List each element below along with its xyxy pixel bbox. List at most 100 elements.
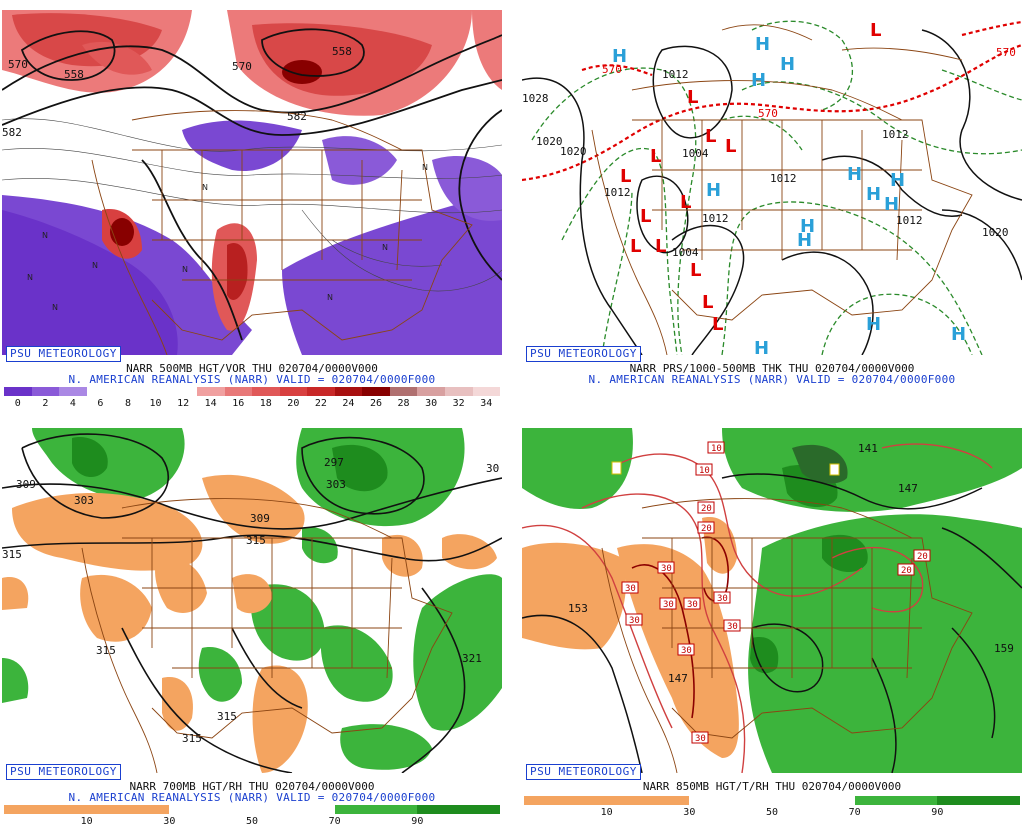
colorbar <box>4 805 501 814</box>
colorbar-segment <box>307 387 335 396</box>
high-pressure-center: H <box>951 324 966 345</box>
contour-label: 582 <box>287 110 307 123</box>
svg-text:N: N <box>42 231 48 240</box>
temp-label-box: 30 <box>659 597 677 610</box>
colorbar-segment <box>772 796 855 805</box>
panel-700mb-rh: 309 303 297 303 309 315 315 315 315 321 … <box>2 428 502 828</box>
temp-rh-850mb-map: 10 10 20 30 30 30 30 30 30 30 30 30 20 2… <box>522 428 1022 773</box>
high-pressure-center: H <box>800 216 815 237</box>
thickness-label: 570 <box>758 107 778 120</box>
contour-label: 159 <box>994 642 1014 655</box>
isobar-label: 1004 <box>682 147 709 160</box>
pressure-thickness-map: L L L L L L L L L L L L L H H H H H H H … <box>522 10 1022 355</box>
svg-text:N: N <box>382 243 388 252</box>
svg-text:N: N <box>92 261 98 270</box>
temp-label-box: 30 <box>625 613 643 626</box>
temp-label-box: 20 <box>697 501 715 514</box>
colorbar-tick-label: 70 <box>848 807 861 818</box>
contour-label: 315 <box>96 644 116 657</box>
high-pressure-center: H <box>706 180 721 201</box>
colorbar-segment <box>114 387 142 396</box>
high-pressure-center: H <box>884 194 899 215</box>
panel-850mb-temp-rh: 10 10 20 30 30 30 30 30 30 30 30 30 20 2… <box>522 428 1022 828</box>
svg-text:N: N <box>327 293 333 302</box>
svg-text:20: 20 <box>701 504 712 514</box>
temp-label-box: 30 <box>621 581 639 594</box>
low-pressure-center: L <box>620 166 631 187</box>
colorbar <box>4 387 501 396</box>
rh-700mb-map: 309 303 297 303 309 315 315 315 315 321 … <box>2 428 502 773</box>
svg-text:30: 30 <box>687 600 698 610</box>
low-pressure-center: L <box>630 236 641 257</box>
contour-label: 303 <box>326 478 346 491</box>
colorbar-tick-label: 22 <box>314 398 327 409</box>
colorbar-segment <box>31 387 60 396</box>
contour-label: 558 <box>64 68 84 81</box>
temp-label-box: 30 <box>713 591 731 604</box>
svg-text:30: 30 <box>629 616 640 626</box>
svg-text:10: 10 <box>711 444 722 454</box>
temp-label-box: 30 <box>657 561 675 574</box>
svg-text:20: 20 <box>917 552 928 562</box>
caption-product: NARR 850MB HGT/T/RH THU 020704/0000V000 <box>642 780 902 793</box>
temp-label-box: 20 <box>913 549 931 562</box>
temp-label-box: 30 <box>683 597 701 610</box>
contour-label: 321 <box>462 652 482 665</box>
low-pressure-center: L <box>712 314 723 335</box>
colorbar-segment <box>4 387 32 396</box>
contour-label: 297 <box>324 456 344 469</box>
colorbar-tick-label: 12 <box>177 398 190 409</box>
contour-label: 315 <box>2 548 22 561</box>
svg-text:30: 30 <box>663 600 674 610</box>
colorbar <box>524 796 1021 805</box>
colorbar-ticks: 0 2 4 6 8 10 12 14 16 18 20 22 24 26 28 30 32 34 <box>4 398 500 409</box>
panel-500mb-vorticity: 570 558 570 558 582 582 N N N N N N N N N PSU … <box>2 10 502 410</box>
contour-label: 303 <box>74 494 94 507</box>
colorbar-segment <box>854 796 938 805</box>
colorbar-tick-label: 8 <box>124 398 132 409</box>
isobar-label: 1012 <box>662 68 689 81</box>
high-pressure-center: H <box>751 70 766 91</box>
low-pressure-center: L <box>655 236 666 257</box>
colorbar-tick-label: 30 <box>163 816 176 827</box>
colorbar-tick-label: 24 <box>342 398 355 409</box>
isobar-label: 1004 <box>672 246 699 259</box>
colorbar-tick-label: 34 <box>480 398 493 409</box>
colorbar-segment <box>59 387 87 396</box>
caption-product: NARR PRS/1000-500MB THK THU 020704/0000V… <box>629 362 915 375</box>
psu-meteorology-badge: PSU METEOROLOGY <box>6 346 121 362</box>
high-pressure-center: H <box>866 184 881 205</box>
colorbar-segment <box>417 805 501 814</box>
contour-label: 315 <box>217 710 237 723</box>
colorbar-segment <box>689 796 773 805</box>
colorbar-ticks: 10 30 50 70 90 <box>524 807 1020 818</box>
colorbar-tick-label: 10 <box>80 816 93 827</box>
contour-label: 147 <box>898 482 918 495</box>
svg-text:30: 30 <box>695 734 706 744</box>
low-pressure-center: L <box>725 136 736 157</box>
colorbar-segment <box>334 387 363 396</box>
colorbar-tick-label: 18 <box>259 398 272 409</box>
caption-valid-time: N. AMERICAN REANALYSIS (NARR) VALID = 02… <box>68 373 436 386</box>
colorbar-ticks: 10 30 50 70 90 <box>4 816 500 827</box>
colorbar-segment <box>937 796 1021 805</box>
colorbar-tick-label: 4 <box>69 398 76 409</box>
contour-label: 570 <box>8 58 28 71</box>
colorbar-tick-label: 50 <box>245 816 259 827</box>
svg-text:30: 30 <box>681 646 692 656</box>
colorbar-segment <box>224 387 253 396</box>
contour-label: 153 <box>568 602 588 615</box>
svg-text:N: N <box>422 163 428 172</box>
svg-text:10: 10 <box>699 466 710 476</box>
colorbar-tick-label: 10 <box>149 398 162 409</box>
contour-label: 141 <box>858 442 878 455</box>
contour-label: 315 <box>182 732 202 745</box>
temp-label-box: 30 <box>691 731 709 744</box>
isobar-label: 1012 <box>882 128 909 141</box>
temp-label-box: 10 <box>695 463 713 476</box>
colorbar-segment <box>4 805 87 814</box>
high-pressure-center: H <box>847 164 862 185</box>
colorbar-tick-label: 50 <box>765 807 779 818</box>
colorbar-segment <box>86 805 170 814</box>
low-pressure-center: L <box>870 20 881 41</box>
